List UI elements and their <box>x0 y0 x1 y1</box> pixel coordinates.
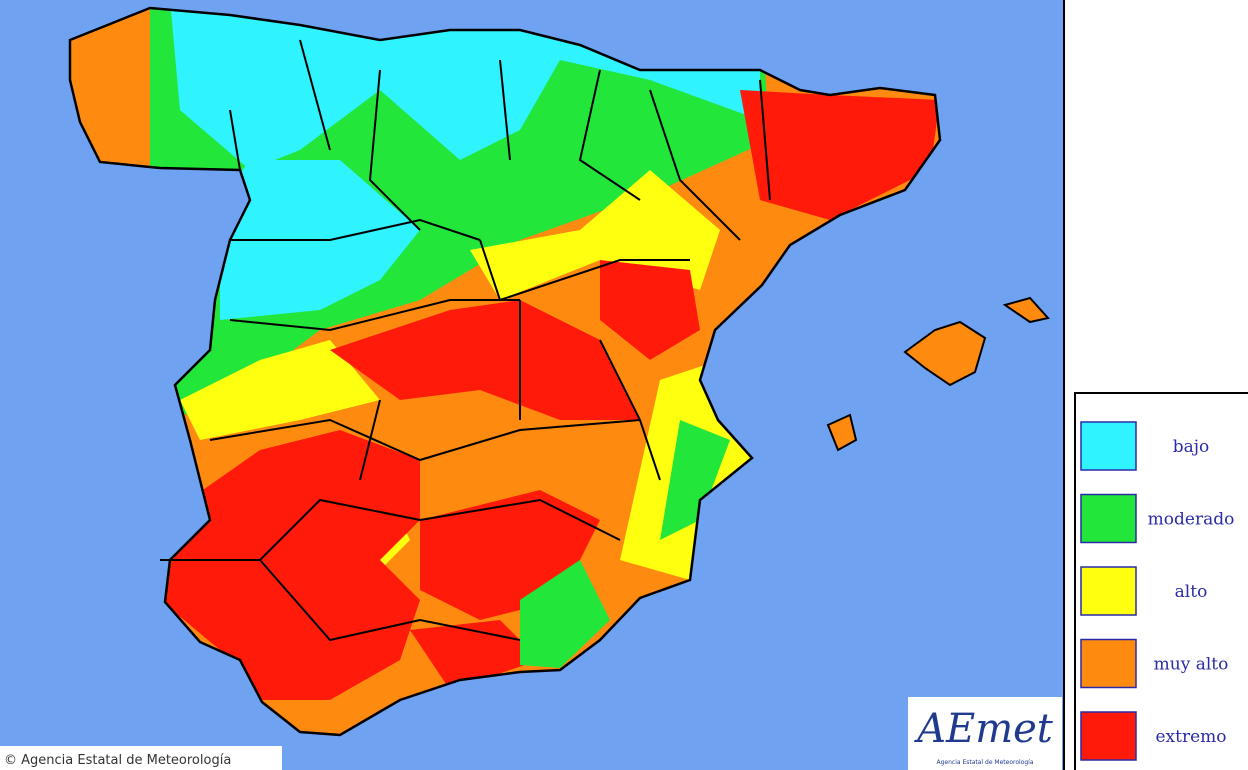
zone <box>180 340 380 440</box>
legend-label: moderado <box>1148 510 1235 530</box>
copyright: © Agencia Estatal de Meteorología <box>4 753 231 768</box>
legend-label: alto <box>1175 582 1208 602</box>
legend-swatch <box>1080 493 1137 544</box>
province-borders <box>160 39 771 642</box>
legend-label: extremo <box>1155 727 1226 747</box>
zone <box>520 560 610 668</box>
zone <box>330 300 640 420</box>
zone <box>160 430 420 700</box>
island <box>1002 296 1050 324</box>
island <box>826 413 858 452</box>
island <box>903 320 987 387</box>
zone <box>740 90 940 220</box>
logo-subtitle: Agencia Estatal de Meteorología <box>937 759 1034 766</box>
legend-label: muy alto <box>1154 655 1229 675</box>
legend-swatch <box>1080 421 1137 471</box>
legend-swatch <box>1080 711 1137 761</box>
legend: bajo moderado alto muy alto extremo <box>1080 421 1235 761</box>
zone <box>660 420 730 540</box>
legend-swatch <box>1080 566 1137 616</box>
copyright-box <box>0 746 282 770</box>
logo-box <box>908 697 1062 770</box>
zone <box>600 260 700 360</box>
logo-name: AEmet <box>913 706 1054 752</box>
legend-swatch <box>1080 638 1137 689</box>
legend-label: bajo <box>1173 437 1210 457</box>
